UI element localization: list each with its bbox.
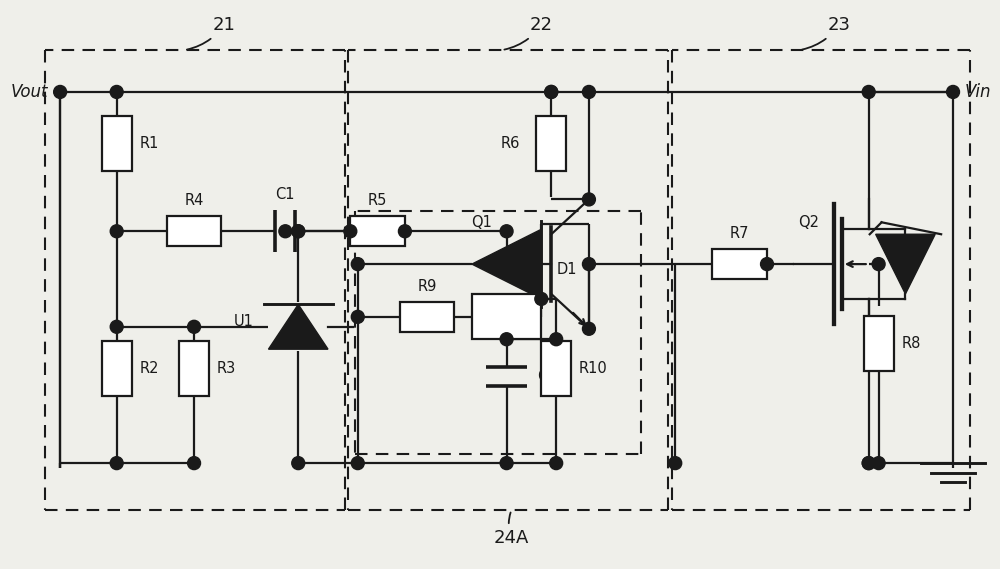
Polygon shape <box>472 229 541 299</box>
Text: R2: R2 <box>140 361 159 376</box>
Circle shape <box>582 193 595 206</box>
Text: D1: D1 <box>556 262 577 277</box>
Circle shape <box>351 310 364 323</box>
Polygon shape <box>876 234 935 294</box>
Circle shape <box>398 225 411 238</box>
Circle shape <box>862 457 875 469</box>
Text: 21: 21 <box>187 17 235 50</box>
Circle shape <box>669 457 682 469</box>
Text: 24A: 24A <box>494 513 529 547</box>
Bar <box>179 341 209 396</box>
Bar <box>102 116 132 171</box>
Circle shape <box>550 457 563 469</box>
Bar <box>541 341 571 396</box>
Text: 23: 23 <box>802 17 850 50</box>
Text: R9: R9 <box>418 279 437 294</box>
Bar <box>864 316 894 371</box>
Text: IC1: IC1 <box>495 310 518 324</box>
Circle shape <box>110 320 123 333</box>
Circle shape <box>500 333 513 346</box>
Circle shape <box>351 258 364 271</box>
Text: C2: C2 <box>537 369 557 384</box>
Circle shape <box>947 85 959 98</box>
Circle shape <box>188 457 201 469</box>
Circle shape <box>862 457 875 469</box>
Text: 22: 22 <box>504 17 553 50</box>
Bar <box>350 216 405 246</box>
Bar <box>400 302 454 332</box>
Circle shape <box>872 258 885 271</box>
Circle shape <box>54 85 67 98</box>
Circle shape <box>872 457 885 469</box>
Bar <box>167 216 221 246</box>
Circle shape <box>535 292 548 306</box>
Circle shape <box>862 85 875 98</box>
Bar <box>472 294 541 339</box>
Text: Vin: Vin <box>965 83 991 101</box>
Text: R6: R6 <box>501 136 520 151</box>
Text: Q2: Q2 <box>798 215 819 230</box>
Polygon shape <box>268 304 328 349</box>
Text: R4: R4 <box>184 193 204 208</box>
Bar <box>536 116 566 171</box>
Circle shape <box>292 225 305 238</box>
Circle shape <box>500 457 513 469</box>
Circle shape <box>110 457 123 469</box>
Circle shape <box>545 85 558 98</box>
Text: C1: C1 <box>276 187 295 203</box>
Circle shape <box>188 320 201 333</box>
Text: R3: R3 <box>217 361 236 376</box>
Bar <box>102 341 132 396</box>
Circle shape <box>582 85 595 98</box>
Circle shape <box>500 225 513 238</box>
Circle shape <box>110 225 123 238</box>
Circle shape <box>292 225 305 238</box>
Text: Vout: Vout <box>11 83 48 101</box>
Circle shape <box>110 85 123 98</box>
Text: R8: R8 <box>901 336 921 351</box>
Bar <box>712 249 767 279</box>
Text: Q1: Q1 <box>471 215 492 230</box>
Text: R10: R10 <box>579 361 608 376</box>
Circle shape <box>761 258 773 271</box>
Circle shape <box>344 225 357 238</box>
Text: R7: R7 <box>730 226 749 241</box>
Circle shape <box>292 457 305 469</box>
Text: U1: U1 <box>234 314 254 329</box>
Circle shape <box>279 225 292 238</box>
Circle shape <box>582 322 595 335</box>
Text: R5: R5 <box>368 193 387 208</box>
Circle shape <box>545 85 558 98</box>
Text: R1: R1 <box>140 136 159 151</box>
Circle shape <box>351 457 364 469</box>
Circle shape <box>582 258 595 271</box>
Circle shape <box>550 333 563 346</box>
